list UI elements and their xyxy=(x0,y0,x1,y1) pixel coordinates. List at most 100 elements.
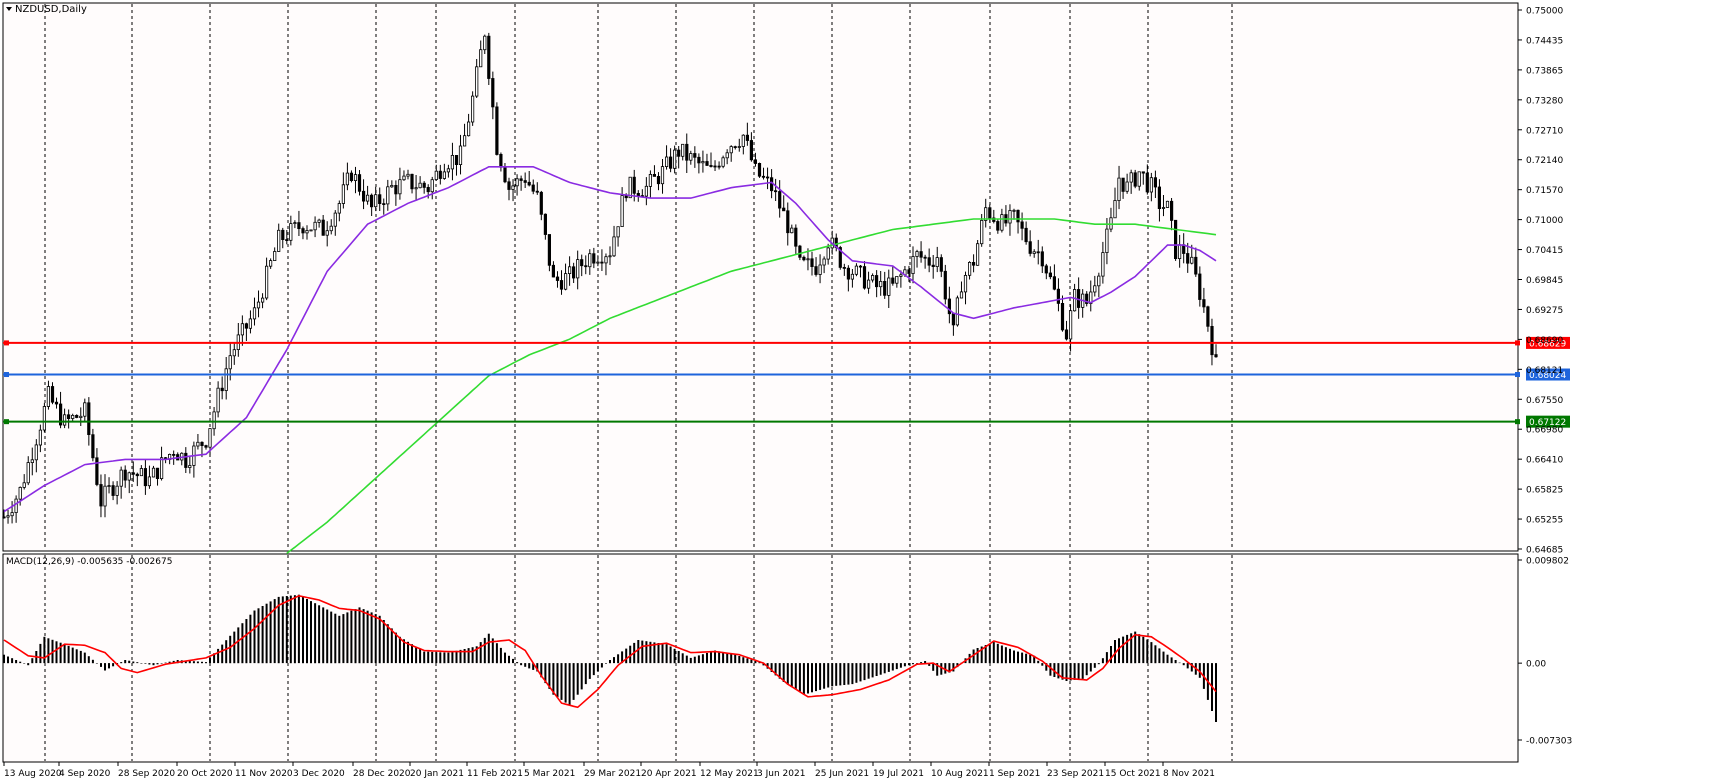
macd-bar xyxy=(661,643,664,664)
macd-bar xyxy=(302,596,304,664)
macd-bar xyxy=(394,632,397,664)
current-price-level-blue-price-label: 0.68024 xyxy=(1529,371,1566,381)
date-tick-label: 8 Nov 2021 xyxy=(1163,769,1215,779)
candle-body xyxy=(891,277,895,284)
candle-body xyxy=(103,485,107,507)
macd-bar xyxy=(798,663,801,693)
macd-bar xyxy=(871,663,874,678)
candle-body xyxy=(309,229,313,232)
macd-bar xyxy=(560,663,563,700)
macd-bar xyxy=(87,656,90,664)
macd-bar xyxy=(802,663,805,695)
candle-body xyxy=(604,256,608,264)
macd-bar xyxy=(233,631,236,664)
macd-bar xyxy=(499,647,502,664)
macd-bar xyxy=(79,650,82,664)
macd-bar xyxy=(912,663,914,665)
macd-bar xyxy=(1057,663,1060,679)
candle-body xyxy=(665,156,669,168)
macd-bar xyxy=(1101,658,1104,664)
candle-body xyxy=(1048,272,1052,278)
macd-bar xyxy=(71,647,74,664)
candle-body xyxy=(1186,253,1190,264)
candle-body xyxy=(806,258,810,261)
macd-bar xyxy=(596,663,599,672)
macd-bar xyxy=(196,661,199,664)
candle-body xyxy=(539,191,543,215)
macd-bar xyxy=(992,642,995,664)
symbol-dropdown-icon[interactable] xyxy=(6,7,12,11)
candle-body xyxy=(499,153,503,168)
price-tick-label: 0.68690 xyxy=(1526,336,1563,346)
candle-body xyxy=(151,467,156,478)
candle-body xyxy=(895,275,899,284)
horizontal-levels[interactable]: 0.68629 0.68024 0.67122 xyxy=(3,336,1570,428)
support-level-green-anchor xyxy=(4,419,9,425)
candle-body xyxy=(927,257,931,266)
candle-body xyxy=(1097,275,1101,287)
macd-bar xyxy=(366,610,369,664)
candle-body xyxy=(487,35,491,79)
price-pane[interactable] xyxy=(2,2,1519,552)
macd-bar xyxy=(782,663,785,682)
macd-bar xyxy=(1198,663,1201,678)
candle-body xyxy=(519,178,523,181)
macd-bar xyxy=(467,648,470,664)
candle-body xyxy=(802,256,806,261)
macd-bar xyxy=(794,663,797,690)
candle-body xyxy=(143,468,147,487)
candle-body xyxy=(656,175,661,185)
macd-bar xyxy=(407,641,409,664)
candle-body xyxy=(59,403,63,426)
macd-bar xyxy=(629,645,632,664)
macd-bar xyxy=(1029,654,1032,664)
macd-bar xyxy=(463,649,466,664)
candle-body xyxy=(422,182,426,188)
macd-bar xyxy=(895,663,898,670)
candle-body xyxy=(1129,172,1133,183)
candle-body xyxy=(386,186,390,205)
candle-body xyxy=(1064,329,1069,340)
candle-body xyxy=(883,280,887,296)
candle-body xyxy=(1133,172,1137,187)
candle-body xyxy=(1125,181,1129,192)
candle-body xyxy=(216,387,220,413)
candle-body xyxy=(774,190,778,193)
candle-body xyxy=(1012,209,1016,212)
candle-body xyxy=(846,267,851,280)
macd-bar xyxy=(665,644,668,664)
macd-bar xyxy=(382,620,385,664)
candle-body xyxy=(867,279,871,289)
macd-bar xyxy=(956,663,959,668)
candle-body xyxy=(131,472,135,475)
candle-body xyxy=(349,172,354,182)
macd-bar xyxy=(443,652,446,664)
candle-body xyxy=(1069,310,1073,340)
current-price-level-blue-anchor xyxy=(4,372,9,378)
macd-bar xyxy=(1053,663,1056,677)
candle-body xyxy=(1137,171,1141,187)
candle-body xyxy=(374,194,378,208)
candle-body xyxy=(333,212,337,227)
price-tick-label: 0.75000 xyxy=(1526,7,1563,17)
candle-body xyxy=(297,222,301,230)
macd-bar xyxy=(192,661,195,664)
candle-body xyxy=(264,265,269,299)
macd-bar xyxy=(281,596,284,664)
candle-body xyxy=(794,227,798,247)
macd-bar xyxy=(411,644,413,664)
macd-bar xyxy=(605,663,607,664)
macd-bar xyxy=(855,663,858,683)
candle-body xyxy=(1178,244,1182,259)
macd-bar xyxy=(350,610,353,664)
candle-body xyxy=(454,154,459,165)
macd-bar xyxy=(322,607,325,664)
candle-body xyxy=(402,175,406,181)
candle-body xyxy=(50,386,55,403)
candle-body xyxy=(42,406,47,431)
macd-bar xyxy=(681,653,684,664)
macd-bar xyxy=(277,596,280,664)
